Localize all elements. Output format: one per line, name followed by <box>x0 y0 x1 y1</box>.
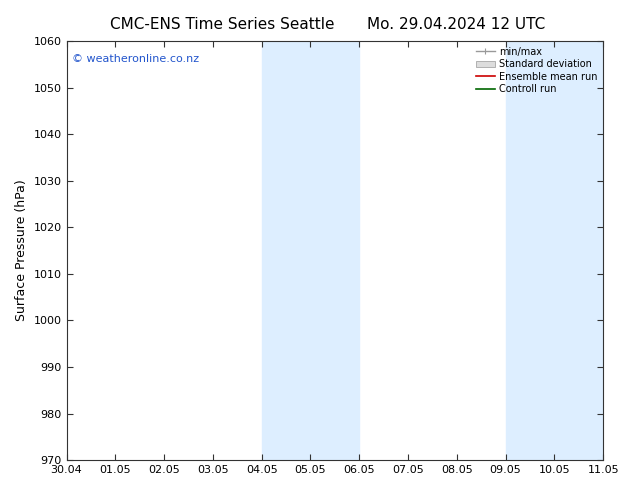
Bar <box>311 41 359 460</box>
Text: © weatheronline.co.nz: © weatheronline.co.nz <box>72 53 199 64</box>
Legend: min/max, Standard deviation, Ensemble mean run, Controll run: min/max, Standard deviation, Ensemble me… <box>472 44 600 97</box>
Bar <box>506 41 554 460</box>
Text: Mo. 29.04.2024 12 UTC: Mo. 29.04.2024 12 UTC <box>367 17 546 32</box>
Bar <box>554 41 603 460</box>
Bar <box>262 41 311 460</box>
Text: CMC-ENS Time Series Seattle: CMC-ENS Time Series Seattle <box>110 17 334 32</box>
Y-axis label: Surface Pressure (hPa): Surface Pressure (hPa) <box>15 180 28 321</box>
